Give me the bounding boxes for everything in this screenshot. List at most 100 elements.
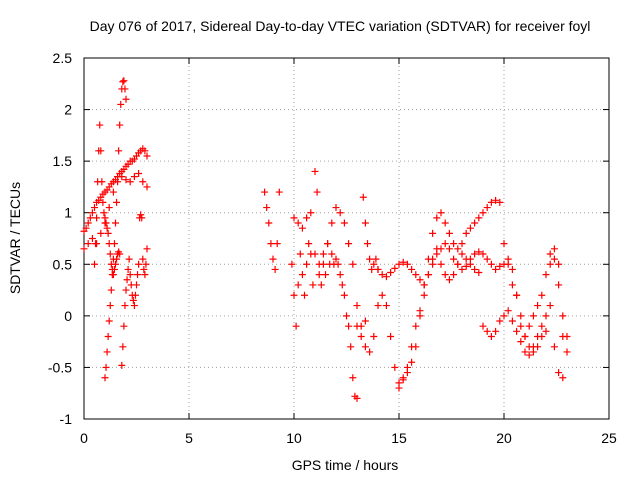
data-point: [332, 255, 340, 263]
data-point: [109, 188, 117, 196]
data-point: [97, 147, 105, 155]
y-tick-label: 2: [64, 102, 72, 118]
data-point: [517, 338, 525, 346]
data-point: [517, 312, 525, 320]
data-point: [336, 271, 344, 279]
data-point: [143, 245, 151, 253]
data-point: [487, 198, 495, 206]
data-point: [139, 178, 147, 186]
x-axis: 0 5 10 15 20 25: [80, 58, 617, 446]
data-point: [441, 271, 449, 279]
data-point: [135, 260, 143, 268]
data-point: [479, 322, 487, 330]
data-point: [122, 95, 130, 103]
data-point: [307, 209, 315, 217]
data-point: [529, 343, 537, 351]
data-point: [429, 255, 437, 263]
data-point: [433, 245, 441, 253]
data-point: [340, 291, 348, 299]
data-point: [525, 322, 533, 330]
data-point: [458, 265, 466, 273]
data-point: [313, 188, 321, 196]
data-point: [441, 240, 449, 248]
data-point: [504, 255, 512, 263]
data-point: [382, 302, 390, 310]
data-point: [450, 271, 458, 279]
data-point: [364, 240, 371, 248]
data-point: [311, 250, 319, 258]
data-point: [107, 286, 115, 294]
data-point: [275, 188, 283, 196]
data-point: [542, 327, 550, 335]
data-point: [466, 224, 474, 232]
data-point: [347, 343, 355, 351]
data-point: [349, 374, 357, 382]
data-point: [102, 219, 110, 227]
series-seg-g: [288, 167, 361, 402]
data-point: [271, 265, 279, 273]
data-point: [140, 265, 148, 273]
data-point: [305, 240, 313, 248]
data-point: [86, 214, 94, 222]
y-tick-label: 1: [64, 205, 72, 221]
data-point: [399, 258, 407, 266]
data-point: [483, 327, 491, 335]
x-tick-label: 20: [496, 430, 512, 446]
data-point: [122, 176, 130, 184]
data-point: [129, 296, 137, 304]
series-seg-f: [261, 188, 283, 273]
data-point: [475, 269, 483, 277]
data-point: [99, 198, 107, 206]
data-point: [319, 250, 327, 258]
data-point: [109, 255, 117, 263]
data-point: [105, 204, 113, 212]
x-tick-label: 25: [601, 430, 617, 446]
data-point: [121, 302, 129, 310]
data-point: [361, 317, 369, 325]
data-point: [454, 245, 462, 253]
data-point: [399, 374, 407, 382]
data-point: [517, 322, 525, 330]
data-point: [550, 255, 558, 263]
data-point: [370, 260, 378, 268]
data-point: [471, 265, 479, 273]
data-point: [126, 271, 134, 279]
data-point: [126, 178, 134, 186]
data-point: [298, 224, 306, 232]
data-points: [80, 77, 571, 402]
data-point: [395, 384, 403, 392]
data-point: [143, 183, 151, 191]
data-point: [110, 265, 118, 273]
data-point: [504, 307, 512, 315]
y-tick-label: 0.5: [53, 256, 73, 272]
data-point: [261, 188, 269, 196]
data-point: [538, 291, 546, 299]
data-point: [387, 269, 395, 277]
data-point: [408, 343, 416, 351]
data-point: [349, 260, 357, 268]
data-point: [500, 260, 508, 268]
data-point: [108, 271, 116, 279]
data-point: [500, 240, 508, 248]
data-point: [429, 229, 437, 237]
data-point: [357, 332, 365, 340]
data-point: [462, 262, 470, 270]
series-seg-e: [118, 211, 151, 369]
data-point: [130, 173, 138, 181]
data-point: [559, 312, 567, 320]
data-point: [340, 219, 348, 227]
data-point: [98, 178, 106, 186]
data-point: [382, 273, 390, 281]
data-point: [366, 255, 374, 263]
data-point: [103, 224, 111, 232]
data-point: [288, 260, 296, 268]
data-point: [317, 281, 325, 289]
data-point: [112, 260, 119, 268]
data-point: [454, 260, 462, 268]
data-point: [117, 100, 125, 108]
data-point: [101, 374, 109, 382]
data-point: [546, 302, 554, 310]
data-point: [487, 332, 495, 340]
plot-frame: [83, 57, 610, 420]
